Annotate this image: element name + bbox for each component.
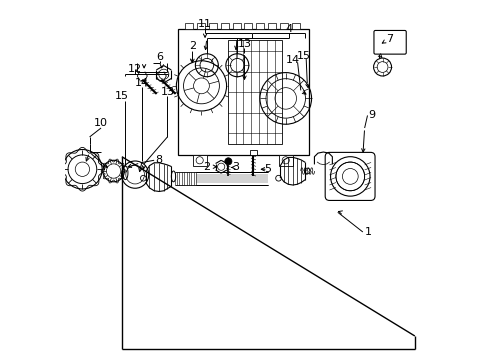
Bar — [178, 30, 308, 155]
Text: 13: 13 — [237, 39, 251, 49]
Bar — [228, 40, 282, 144]
Text: 8: 8 — [155, 155, 162, 165]
Bar — [244, 23, 252, 30]
Text: 2: 2 — [188, 41, 196, 50]
Text: 9: 9 — [367, 111, 375, 121]
Circle shape — [224, 158, 231, 165]
Bar — [196, 174, 267, 183]
Text: 4: 4 — [285, 24, 292, 35]
Text: 14: 14 — [135, 78, 149, 88]
FancyBboxPatch shape — [325, 152, 374, 201]
Bar — [185, 23, 193, 30]
Text: 15: 15 — [296, 51, 310, 61]
Text: 14: 14 — [285, 55, 299, 65]
Text: 10: 10 — [94, 118, 108, 128]
Text: 2: 2 — [203, 162, 210, 172]
Bar — [291, 23, 299, 30]
Text: 7: 7 — [386, 34, 392, 44]
FancyBboxPatch shape — [373, 31, 406, 54]
Text: 6: 6 — [157, 52, 163, 62]
Bar — [256, 23, 264, 30]
Text: 15: 15 — [115, 91, 129, 101]
Bar — [221, 23, 228, 30]
Bar — [232, 23, 240, 30]
Bar — [280, 23, 287, 30]
Bar — [197, 23, 204, 30]
Bar — [192, 155, 206, 166]
Bar — [208, 23, 217, 30]
Text: 12: 12 — [128, 64, 142, 74]
Text: 13: 13 — [160, 87, 174, 97]
Text: 11: 11 — [198, 19, 212, 29]
Bar — [249, 150, 257, 155]
Text: 1: 1 — [364, 227, 371, 237]
Text: 3: 3 — [232, 162, 239, 172]
Text: 5: 5 — [264, 164, 271, 174]
Bar — [267, 23, 276, 30]
Bar — [278, 155, 292, 166]
